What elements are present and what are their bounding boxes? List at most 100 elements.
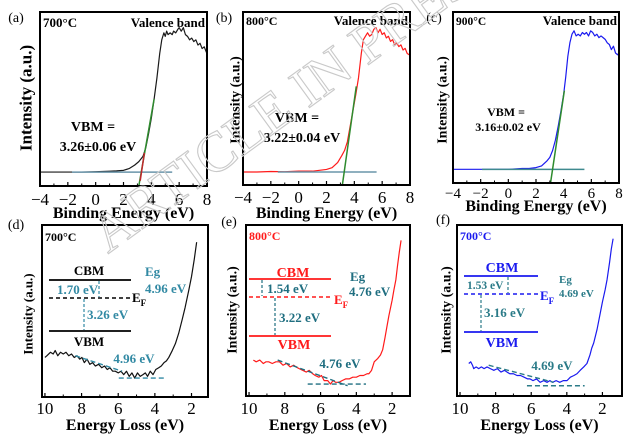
x-tick-label: 8 (406, 188, 415, 207)
x-tick-label: 8 (77, 399, 86, 418)
x-tick-label: 4 (147, 190, 156, 209)
fermi-label-main: E (132, 290, 141, 305)
vbm-annotation: 3.16±0.02 eV (475, 120, 541, 134)
vbm-annotation: VBM = (275, 111, 319, 126)
x-axis-title: Binding Energy (eV) (256, 205, 397, 222)
x-tick-label: 4 (560, 186, 568, 202)
fermi-label: EF (334, 292, 349, 310)
x-tick-label: 6 (378, 188, 387, 207)
bandgap-annotation: 4.76 eV (319, 356, 361, 371)
fit-line-onset-fit (75, 355, 123, 372)
vbm-label: VBM (278, 338, 311, 353)
x-tick-label: 8 (491, 399, 500, 418)
sample-label: 700°C (43, 15, 77, 30)
x-tick-label: 2 (322, 188, 331, 207)
cbm-ef-gap-label: 1.70 eV (57, 282, 99, 297)
x-tick-label: −2 (262, 188, 280, 207)
fit-line-onset-fit (488, 364, 554, 383)
sample-label: 800°C (246, 14, 277, 28)
sample-label: 800°C (249, 229, 280, 243)
panel-b: −4 −2 0 2 4 6 8 Binding Energy (eV) Intensity (a… (216, 11, 414, 222)
x-tick-label: 6 (588, 186, 596, 202)
fermi-label-subscript: F (343, 300, 349, 310)
x-tick-label: 4 (151, 399, 160, 418)
panel-c: −4 −2 0 2 4 6 8 Binding Energy (eV) Intensity (a… (426, 11, 623, 215)
x-axis-title: Energy Loss (eV) (66, 417, 184, 434)
x-tick-label: 0 (505, 186, 513, 202)
ef-vbm-gap-label: 3.26 eV (87, 307, 129, 322)
fermi-label-main: E (334, 292, 343, 307)
x-tick-label: 2 (598, 399, 607, 418)
plot-area (243, 26, 410, 185)
x-tick-label: 0 (294, 188, 303, 207)
cbm-label: CBM (486, 261, 519, 276)
x-tick-label: −4 (445, 186, 461, 202)
panel-title: Valence band (131, 15, 206, 30)
panel-label: (b) (216, 11, 233, 26)
x-tick-label: 10 (241, 399, 258, 418)
fit-line-leading-edge (549, 90, 566, 183)
y-axis-title: Intensity (a.u.) (17, 45, 36, 151)
panel-label: (e) (221, 215, 237, 230)
x-tick-label: 6 (527, 399, 536, 418)
fit-line-leading-edge (341, 86, 358, 185)
data-series-line (453, 30, 619, 170)
plot-frame (245, 224, 411, 397)
sample-label: 700°C (460, 229, 491, 243)
panel-label: (c) (426, 11, 442, 26)
x-tick-label: 10 (36, 399, 53, 418)
vbm-label: VBM (74, 334, 104, 349)
cbm-ef-gap-label: 1.53 eV (467, 280, 504, 292)
ef-vbm-gap-label: 3.16 eV (484, 305, 526, 320)
plot-area (40, 27, 207, 186)
y-axis-title: Intensity (a.u.) (436, 56, 451, 144)
data-series-line (468, 238, 614, 383)
x-tick-label: −2 (59, 190, 77, 209)
x-tick-label: 2 (388, 399, 397, 418)
plot-area (253, 240, 402, 387)
sample-label: 700°C (45, 230, 76, 244)
panel-a: −4 −2 0 2 4 6 8 Binding Energy (eV) Intensity (a… (8, 11, 211, 222)
panel-title: Valence band (334, 13, 409, 28)
panel-label: (d) (8, 218, 25, 233)
x-tick-label: 8 (281, 399, 290, 418)
vbm-annotation: 3.26±0.06 eV (60, 140, 137, 155)
eg-label: Eg (559, 274, 572, 286)
fermi-label: EF (540, 288, 555, 306)
x-axis-title: Energy Loss (eV) (269, 417, 387, 434)
data-series-line (44, 242, 198, 379)
data-series-line (243, 26, 410, 173)
x-tick-label: 6 (114, 399, 123, 418)
eg-label: Eg (145, 264, 161, 279)
y-axis-title: Intensity (a.u.) (229, 56, 244, 144)
band-diagram: CBM VBM 1.53 eV 3.16 eV Eg 4.69 eV EF (464, 261, 594, 351)
fermi-label: EF (132, 290, 147, 308)
fermi-label-subscript: F (141, 298, 147, 308)
x-tick-label: 6 (316, 399, 325, 418)
x-axis-title: Energy Loss (eV) (480, 417, 598, 434)
y-axis-title: Intensity (a.u.) (21, 273, 36, 354)
vbm-annotation: VBM = (487, 105, 525, 119)
eg-value: 4.69 eV (559, 288, 594, 300)
eg-value: 4.96 eV (145, 281, 187, 296)
ef-vbm-gap-label: 3.22 eV (279, 310, 321, 325)
x-tick-label: 8 (203, 190, 212, 209)
eg-label: Eg (350, 269, 366, 284)
vbm-annotation: VBM = (71, 120, 115, 135)
fermi-label-main: E (540, 288, 549, 303)
fit-line-edge-foot (139, 152, 146, 181)
x-tick-label: 2 (532, 186, 540, 202)
cbm-label: CBM (74, 263, 104, 278)
x-tick-label: 10 (452, 399, 469, 418)
y-axis-title: Intensity (a.u.) (440, 266, 455, 354)
x-axis-title: Binding Energy (eV) (465, 198, 606, 215)
x-tick-label: 4 (563, 399, 572, 418)
bandgap-annotation: 4.96 eV (113, 351, 155, 366)
sample-label: 900°C (456, 16, 486, 28)
